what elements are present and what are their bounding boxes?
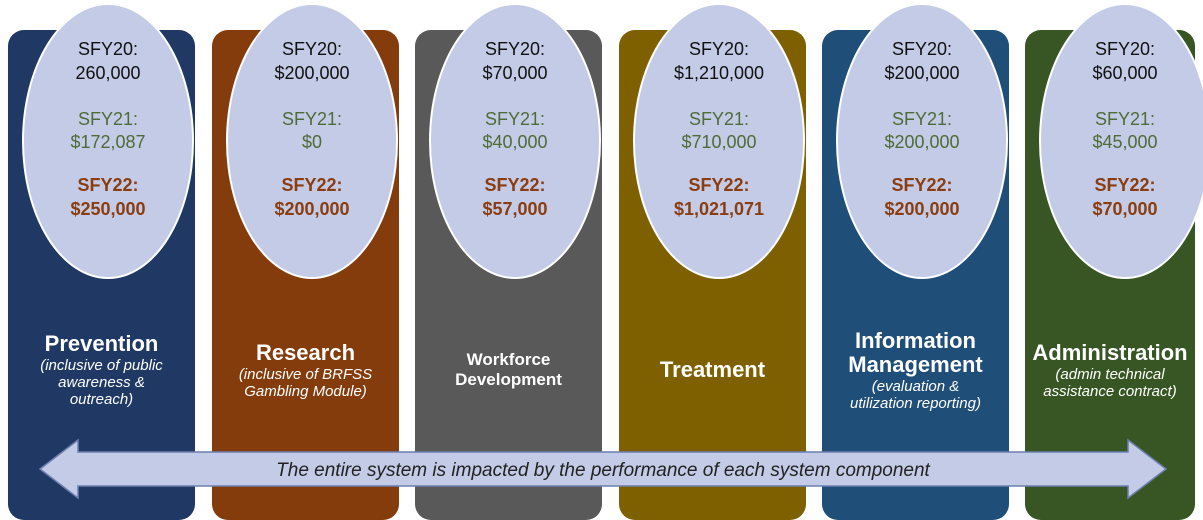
- funding-label: SFY22:: [77, 175, 139, 195]
- funding-label: SFY21:: [688, 109, 750, 129]
- funding-value: $200,000: [274, 199, 350, 219]
- column-title: Treatment: [659, 357, 766, 382]
- funding-value: $70,000: [482, 63, 548, 83]
- column-subtitle: (inclusive of public awareness & outreac…: [40, 357, 163, 408]
- funding-label: SFY21:: [281, 109, 343, 129]
- funding-value: $1,021,071: [673, 199, 765, 219]
- column-label: Treatment: [627, 308, 798, 432]
- column-label: Information Management (evaluation & util…: [830, 308, 1001, 432]
- funding-label: SFY22:: [1094, 175, 1156, 195]
- column-subtitle: (admin technical assistance contract): [1043, 365, 1177, 400]
- column-title: Administration: [1032, 339, 1188, 365]
- funding-ellipse: [22, 3, 194, 279]
- funding-label: SFY20:: [281, 39, 343, 59]
- funding-value: $45,000: [1092, 132, 1158, 152]
- funding-label: SFY20:: [77, 39, 139, 59]
- funding-value: $70,000: [1092, 199, 1158, 219]
- funding-label: SFY22:: [891, 175, 953, 195]
- funding-label: SFY20:: [688, 39, 750, 59]
- funding-value: $0: [301, 132, 323, 152]
- funding-value: $200,000: [884, 132, 960, 152]
- funding-value: $200,000: [884, 199, 960, 219]
- funding-ellipse: [1039, 3, 1203, 279]
- funding-label: SFY22:: [688, 175, 750, 195]
- funding-label: SFY21:: [1094, 109, 1156, 129]
- funding-value: 260,000: [75, 63, 141, 83]
- column-title: Information Management: [848, 327, 983, 377]
- column-label: Workforce Development: [423, 308, 594, 432]
- funding-value: $1,210,000: [673, 63, 765, 83]
- funding-label: SFY22:: [484, 175, 546, 195]
- funding-value: $40,000: [482, 132, 548, 152]
- funding-label: SFY20:: [1094, 39, 1156, 59]
- funding-value: $57,000: [482, 199, 548, 219]
- funding-value: $172,087: [70, 132, 146, 152]
- funding-value: $710,000: [681, 132, 757, 152]
- funding-value: $60,000: [1092, 63, 1158, 83]
- funding-label: SFY20:: [891, 39, 953, 59]
- column-subtitle: (inclusive of BRFSS Gambling Module): [238, 365, 373, 400]
- arrow: [38, 438, 1168, 500]
- funding-ellipse: [836, 3, 1008, 279]
- column-label: Research (inclusive of BRFSS Gambling Mod…: [220, 308, 391, 432]
- funding-ellipse: [633, 3, 805, 279]
- column-title: Research: [255, 339, 356, 365]
- funding-label: SFY22:: [281, 175, 343, 195]
- funding-ellipse: [429, 3, 601, 279]
- column-label: Prevention (inclusive of public awareness…: [16, 308, 187, 432]
- funding-ellipse: [226, 3, 398, 279]
- arrow-text: The entire system is impacted by the per…: [276, 460, 930, 481]
- funding-label: SFY20:: [484, 39, 546, 59]
- column-title: Prevention: [44, 331, 159, 356]
- funding-value: $200,000: [274, 63, 350, 83]
- funding-label: SFY21:: [77, 109, 139, 129]
- funding-value: $250,000: [70, 199, 146, 219]
- column-subtitle: (evaluation & utilization reporting): [850, 377, 981, 412]
- column-title: Workforce Development: [455, 350, 562, 389]
- funding-label: SFY21:: [891, 109, 953, 129]
- column-label: Administration (admin technical assistanc…: [1032, 308, 1188, 432]
- funding-value: $200,000: [884, 63, 960, 83]
- funding-label: SFY21:: [484, 109, 546, 129]
